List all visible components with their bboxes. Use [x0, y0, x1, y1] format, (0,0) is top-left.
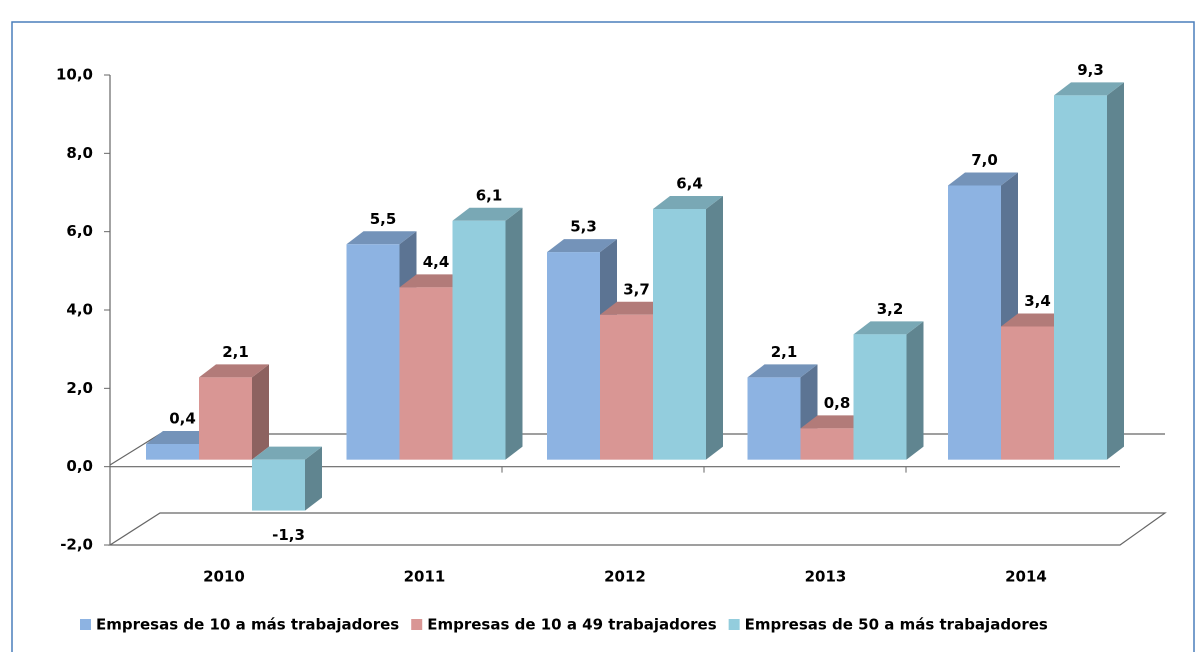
bar-top: [600, 301, 670, 315]
x-tick-label: 2011: [404, 568, 446, 586]
data-label: 7,0: [971, 151, 998, 169]
data-label: 6,4: [676, 175, 703, 193]
bar-top: [452, 207, 523, 221]
bar: [1054, 95, 1107, 460]
bar-side: [505, 207, 523, 460]
bar: [199, 377, 252, 460]
legend-label: Empresas de 50 a más trabajadores: [745, 616, 1048, 634]
legend-swatch: [80, 619, 91, 630]
bar: [399, 287, 453, 460]
bar: [146, 444, 199, 460]
legend-label: Empresas de 10 a más trabajadores: [96, 616, 399, 634]
data-label: -1,3: [272, 526, 305, 544]
bar: [452, 220, 506, 460]
data-label: 3,2: [877, 300, 904, 318]
bar-top: [653, 196, 723, 209]
bar-top: [146, 431, 216, 444]
legend-label: Empresas de 10 a 49 trabajadores: [427, 616, 716, 634]
bar-side: [1107, 82, 1124, 460]
data-label: 6,1: [476, 186, 503, 204]
x-tick-label: 2012: [604, 568, 646, 586]
bar: [1001, 326, 1054, 460]
bar-top: [199, 364, 269, 378]
floor: [107, 512, 1167, 546]
bar: [800, 428, 854, 460]
bar: [252, 459, 305, 511]
bar: [547, 252, 600, 460]
bar: [948, 185, 1001, 460]
data-label: 0,4: [169, 410, 196, 428]
data-label: 0,8: [824, 394, 851, 412]
legend-swatch: [728, 619, 740, 630]
bar-top: [853, 321, 924, 335]
bar: [853, 334, 907, 460]
data-label: 5,3: [570, 218, 597, 236]
bar-top: [1054, 82, 1124, 96]
bar-top: [346, 231, 417, 245]
bar-side: [252, 364, 269, 460]
y-tick-label: 0,0: [66, 457, 93, 475]
bar-top: [1001, 313, 1071, 327]
bar-top: [547, 239, 617, 253]
y-tick-label: 4,0: [66, 301, 93, 319]
data-label: 2,1: [771, 343, 798, 361]
bar-top: [800, 415, 871, 429]
y-tick-label: 8,0: [66, 144, 93, 162]
y-tick-label: 6,0: [66, 222, 93, 240]
bar-top: [252, 446, 322, 460]
legend-swatch: [411, 619, 423, 630]
data-label: 3,7: [623, 280, 650, 298]
bar-top: [399, 274, 470, 288]
bar-side: [305, 446, 322, 511]
y-tick-label: -2,0: [60, 536, 93, 554]
bar: [600, 314, 653, 460]
bar-top: [948, 172, 1018, 186]
y-tick-label: 2,0: [66, 379, 93, 397]
bar-top: [747, 364, 818, 378]
data-label: 5,5: [370, 210, 397, 228]
data-label: 4,4: [423, 253, 450, 271]
bar-side: [706, 196, 723, 460]
x-tick-label: 2013: [805, 568, 847, 586]
data-label: 3,4: [1024, 292, 1051, 310]
data-label: 9,3: [1077, 61, 1104, 79]
bar-side: [906, 321, 924, 460]
y-tick-label: 10,0: [56, 66, 93, 84]
bar: [346, 244, 400, 460]
x-tick-label: 2010: [203, 568, 245, 586]
bar: [653, 209, 706, 460]
x-tick-label: 2014: [1005, 568, 1047, 586]
bar: [747, 377, 801, 460]
data-label: 2,1: [222, 343, 249, 361]
